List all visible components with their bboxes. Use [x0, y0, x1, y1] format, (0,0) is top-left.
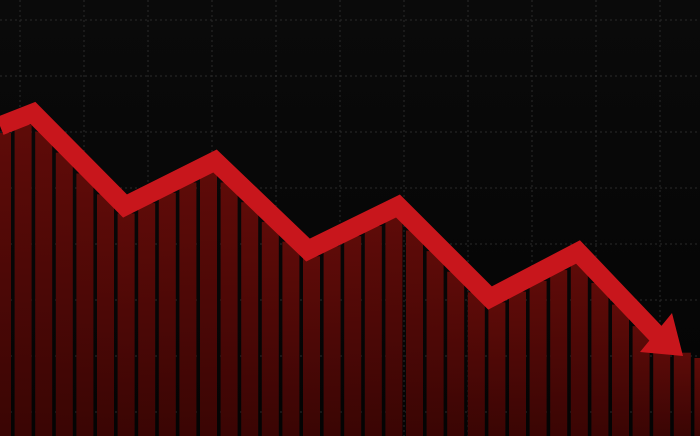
bar: [200, 172, 217, 436]
bar: [179, 182, 197, 436]
bars: [0, 124, 700, 436]
bar: [447, 271, 465, 436]
bar: [138, 203, 156, 436]
bar: [570, 261, 588, 436]
bar: [529, 280, 547, 436]
bar: [117, 213, 135, 436]
bar: [550, 270, 568, 436]
bar: [364, 226, 382, 436]
bar: [14, 124, 32, 436]
bar: [76, 173, 94, 436]
bar: [509, 291, 526, 436]
bar: [241, 202, 259, 436]
bar: [97, 194, 114, 436]
bar: [55, 152, 73, 436]
bar: [426, 251, 444, 436]
bar: [282, 241, 300, 436]
trend-arrow-head: [640, 313, 683, 356]
bar: [591, 282, 609, 436]
bar: [612, 304, 629, 436]
bar: [385, 216, 403, 436]
bar: [0, 133, 11, 436]
bar: [220, 182, 238, 436]
trend-arrow-line: [0, 101, 667, 345]
bar: [694, 358, 700, 436]
bar: [406, 230, 423, 436]
bar: [632, 326, 650, 436]
bar: [467, 292, 485, 436]
bar: [344, 236, 362, 436]
bar: [158, 192, 176, 436]
bar: [323, 246, 341, 436]
bar: [488, 302, 506, 436]
bar: [653, 346, 671, 436]
bar: [673, 352, 691, 436]
bar: [261, 221, 279, 436]
bar: [35, 131, 53, 436]
bar: [303, 256, 320, 436]
